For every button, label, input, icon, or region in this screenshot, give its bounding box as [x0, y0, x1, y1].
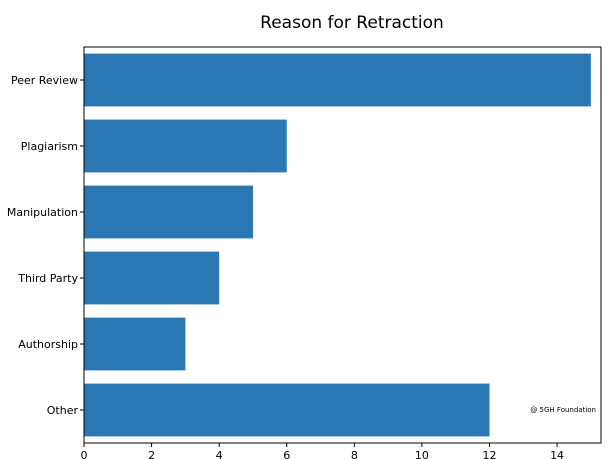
y-tick-label: Peer Review: [11, 74, 78, 87]
x-tick-label: 8: [351, 449, 358, 459]
y-tick-label: Authorship: [18, 338, 78, 351]
y-tick-label: Other: [47, 404, 79, 417]
bar-other: [84, 383, 490, 437]
y-tick-label: Manipulation: [7, 206, 78, 219]
x-tick-label: 0: [81, 449, 88, 459]
bar-peer-review: [84, 53, 591, 107]
x-tick-label: 6: [283, 449, 290, 459]
bar-manipulation: [84, 185, 253, 239]
x-tick-label: 12: [482, 449, 496, 459]
y-axis: Peer Review Plagiarism Manipulation Third P…: [7, 74, 84, 417]
bar-plagiarism: [84, 119, 287, 173]
x-tick-label: 2: [148, 449, 155, 459]
bar-authorship: [84, 317, 186, 371]
x-tick-label: 10: [415, 449, 429, 459]
x-tick-label: 4: [216, 449, 223, 459]
bars-layer: [84, 53, 591, 437]
watermark-annotation: @ 5GH Foundation: [530, 406, 596, 414]
chart-title: Reason for Retraction: [260, 13, 444, 33]
plot-frame: [83, 46, 602, 444]
bar-third-party: [84, 251, 220, 305]
x-tick-label: 14: [550, 449, 564, 459]
y-tick-label: Third Party: [17, 272, 78, 285]
y-tick-label: Plagiarism: [21, 140, 78, 153]
x-axis: 0 2 4 6 8 10 12 14: [81, 443, 564, 459]
